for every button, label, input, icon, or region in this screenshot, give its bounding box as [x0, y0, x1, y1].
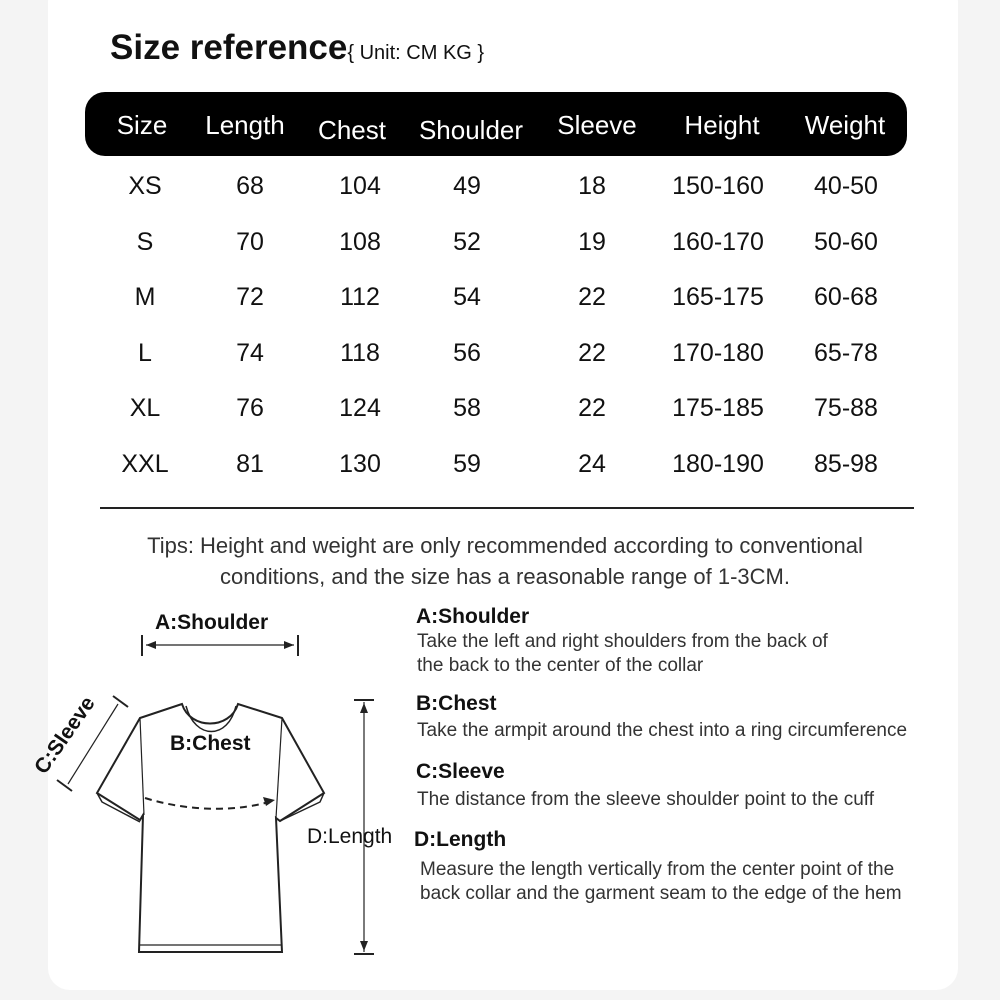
table-cell: 65-78 [814, 338, 878, 367]
guide-description: Take the armpit around the chest into a … [417, 720, 908, 741]
table-cell: 75-88 [814, 394, 878, 422]
column-header: Shoulder [418, 115, 524, 145]
table-cell: 165-175 [672, 283, 764, 311]
table-cell: 52 [453, 227, 481, 256]
table-cell: 22 [578, 394, 606, 422]
table-cell: 150-160 [672, 172, 764, 200]
table-cell: 40-50 [814, 172, 878, 200]
table-cell: 50-60 [814, 227, 878, 256]
table-cell: XL [129, 394, 161, 422]
unit-label: { Unit: CM KG } [347, 42, 485, 64]
table-cell: 72 [236, 283, 264, 311]
tips-line: conditions, and the size has a reasonabl… [220, 564, 790, 589]
table-cell: 24 [578, 449, 606, 478]
guide-description: The distance from the sleeve shoulder po… [417, 789, 874, 810]
table-cell: 49 [453, 172, 481, 200]
diagram-label-shoulder: A:Shoulder [155, 611, 269, 634]
tips-text: Tips: Height and weight are only recomme… [60, 530, 950, 592]
guide-description: Take the left and right shoulders from t… [417, 631, 828, 652]
guide-label: B:Chest [416, 692, 497, 715]
table-cell: 56 [453, 338, 481, 367]
table-cell: 118 [340, 338, 380, 367]
guide-label: D:Length [414, 828, 507, 851]
page-title: Size reference{ Unit: CM KG } [110, 28, 485, 67]
table-cell: M [134, 283, 156, 311]
table-cell: 112 [340, 283, 380, 311]
table-cell: 70 [236, 227, 264, 256]
table-cell: 108 [339, 227, 381, 256]
table-cell: 60-68 [814, 283, 878, 311]
table-header: Size Length Chest Shoulder Sleeve Height Weigh… [85, 92, 907, 156]
guide-label: A:Shoulder [416, 605, 530, 628]
size-chart-card [48, 0, 958, 990]
guide-description: back collar and the garment seam to the … [420, 883, 902, 904]
column-header: Chest [318, 115, 386, 145]
table-cell: 74 [236, 338, 264, 367]
diagram-label-chest: B:Chest [170, 732, 251, 755]
table-cell: S [136, 227, 154, 256]
table-cell: 104 [339, 172, 381, 200]
table-cell: 68 [236, 172, 264, 200]
column-header: Height [684, 110, 760, 140]
table-cell: 22 [578, 283, 606, 311]
table-cell: 18 [578, 172, 606, 200]
table-cell: 54 [453, 283, 481, 311]
column-header: Weight [804, 110, 886, 140]
table-cell: 22 [578, 338, 606, 367]
table-cell: 130 [339, 449, 381, 478]
column-header: Sleeve [557, 110, 637, 140]
column-header: Length [205, 110, 285, 140]
table-cell: 85-98 [814, 449, 878, 478]
table-cell: L [138, 338, 152, 367]
guide-label: C:Sleeve [416, 760, 505, 783]
guide-description: Measure the length vertically from the c… [420, 859, 895, 880]
table-cell: XXL [121, 449, 169, 478]
table-cell: 59 [453, 449, 481, 478]
guide-description: the back to the center of the collar [417, 655, 704, 676]
table-cell: 81 [236, 449, 264, 478]
table-cell: 180-190 [672, 449, 764, 478]
diagram-label-length: D:Length [307, 825, 393, 848]
table-cell: 160-170 [672, 227, 764, 256]
tips-line: Tips: Height and weight are only recomme… [147, 533, 863, 558]
table-cell: 175-185 [672, 394, 764, 422]
column-header: Size [116, 110, 168, 140]
tshirt-diagram [56, 635, 374, 955]
table-cell: 124 [339, 394, 381, 422]
table-cell: 58 [453, 394, 481, 422]
table-cell: 170-180 [672, 338, 764, 367]
table-cell: 19 [578, 227, 606, 256]
table-cell: XS [128, 172, 162, 200]
divider [100, 507, 914, 509]
table-cell: 76 [236, 394, 264, 422]
